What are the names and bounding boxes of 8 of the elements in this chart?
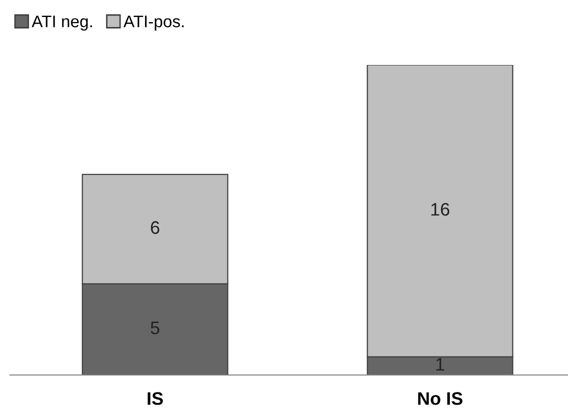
legend-label: ATI neg. — [32, 16, 92, 31]
x-tick-label: No IS — [418, 392, 462, 405]
data-label: 16 — [431, 202, 450, 216]
data-label: 6 — [150, 221, 160, 234]
data-label: 5 — [150, 322, 160, 334]
data-label: 1 — [436, 358, 444, 371]
legend-label: ATI-pos. — [123, 16, 184, 31]
x-tick-label: IS — [148, 392, 163, 405]
